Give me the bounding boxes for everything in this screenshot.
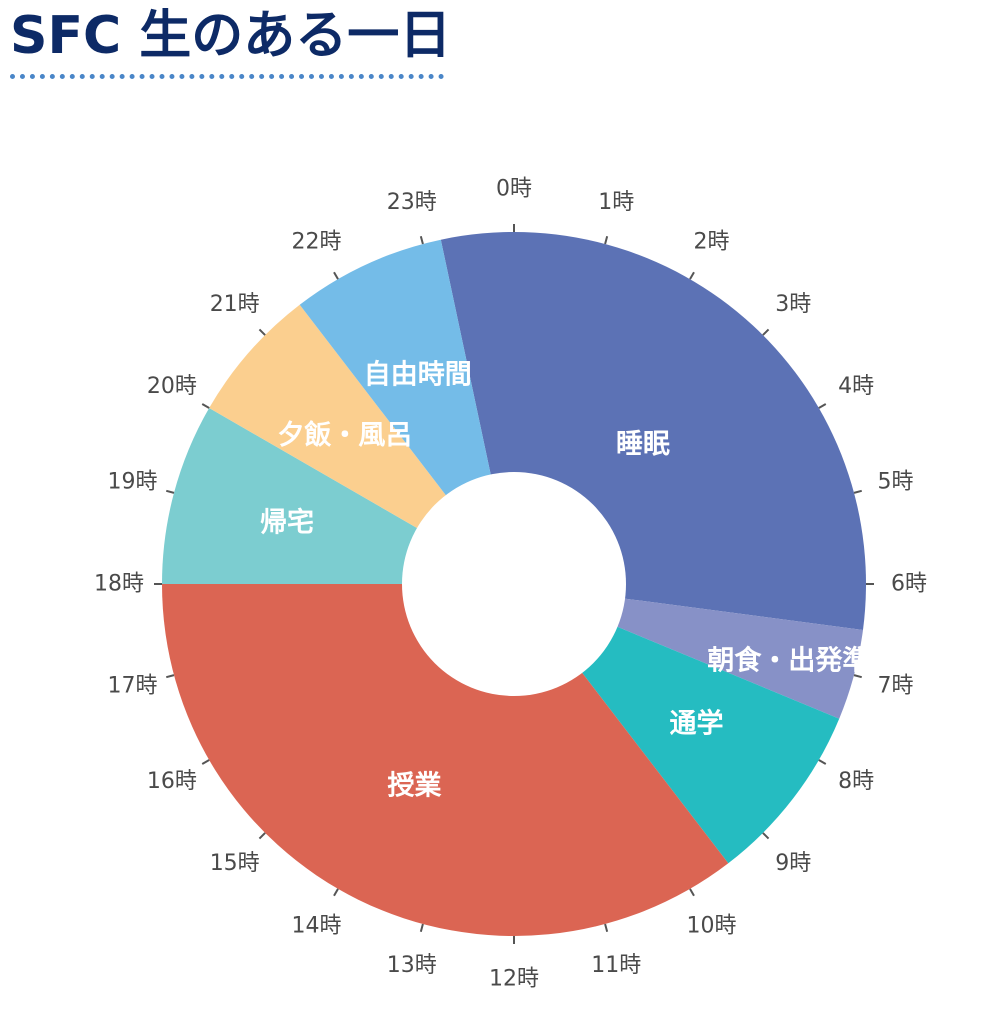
hour-tick-14 (333, 888, 339, 897)
hour-label-12: 12時 (489, 967, 539, 992)
hour-tick-1 (604, 236, 609, 245)
hour-tick-13 (419, 923, 424, 932)
hour-tick-3 (762, 328, 770, 336)
page-title: SFC 生のある一日 (10, 6, 452, 66)
hour-label-4: 4時 (838, 374, 874, 399)
hour-tick-10 (689, 888, 695, 897)
hour-tick-22 (333, 271, 339, 280)
chart-slices (162, 231, 867, 936)
hour-tick-8 (818, 759, 827, 765)
hour-tick-4 (818, 403, 827, 409)
hour-label-16: 16時 (147, 769, 197, 794)
slice-3 (162, 584, 729, 936)
hour-label-19: 19時 (107, 469, 157, 494)
hour-label-21: 21時 (210, 292, 260, 317)
hour-tick-9 (762, 832, 770, 840)
hour-label-10: 10時 (687, 914, 737, 939)
hour-label-15: 15時 (210, 851, 260, 876)
hour-tick-11 (604, 923, 609, 932)
hour-label-0: 0時 (496, 177, 532, 202)
hour-label-6: 6時 (891, 572, 927, 597)
hour-label-20: 20時 (147, 374, 197, 399)
hour-tick-15 (258, 832, 266, 840)
hour-tick-16 (201, 759, 210, 765)
hour-label-22: 22時 (292, 229, 342, 254)
hour-label-8: 8時 (838, 769, 874, 794)
hour-label-9: 9時 (775, 851, 811, 876)
slice-label-0: 睡眠 (616, 429, 670, 460)
hour-tick-17 (166, 674, 175, 679)
hour-label-3: 3時 (775, 292, 811, 317)
slice-label-5: 夕飯・風呂 (277, 419, 412, 451)
hour-tick-23 (419, 236, 424, 245)
hour-tick-19 (166, 489, 175, 494)
slice-label-1: 朝食・出発準備 (707, 645, 896, 677)
hour-label-23: 23時 (387, 190, 437, 215)
hour-label-14: 14時 (292, 914, 342, 939)
slice-label-2: 通学 (669, 708, 723, 740)
slice-label-3: 授業 (387, 770, 441, 801)
slice-label-4: 帰宅 (260, 507, 314, 539)
title-dotted-underline (10, 74, 444, 79)
hour-tick-2 (689, 271, 695, 280)
hour-label-1: 1時 (598, 190, 634, 215)
hour-ticks (154, 224, 874, 944)
donut-hole (402, 472, 626, 696)
slice-label-6: 自由時間 (364, 359, 472, 391)
hour-tick-5 (853, 489, 862, 494)
hour-label-13: 13時 (387, 953, 437, 978)
hour-label-11: 11時 (591, 953, 641, 978)
hour-tick-7 (853, 674, 862, 679)
hour-label-17: 17時 (107, 674, 157, 699)
hour-label-2: 2時 (694, 229, 730, 254)
hour-label-7: 7時 (878, 674, 914, 699)
hour-labels: 0時 1時 2時 3時 4時 5時 6時 7時 8時 9時 10時 11時 12時 13時 14時 15時 16… (94, 177, 927, 992)
hour-label-18: 18時 (94, 572, 144, 597)
hour-tick-21 (258, 328, 266, 336)
hour-label-5: 5時 (878, 469, 914, 494)
hour-tick-20 (201, 403, 210, 409)
